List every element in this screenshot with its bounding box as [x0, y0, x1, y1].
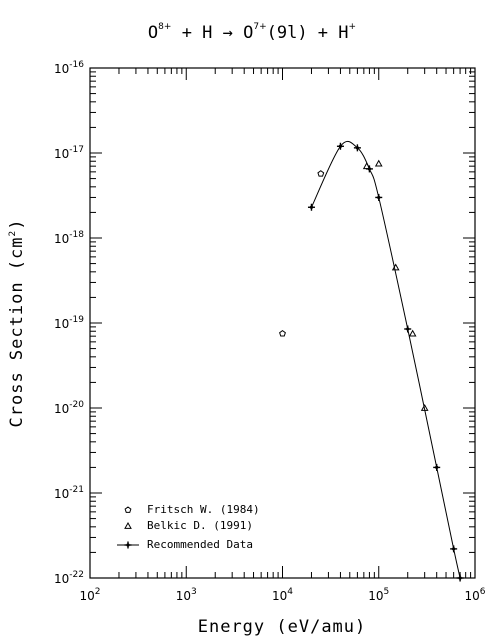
cross-marker [365, 165, 373, 173]
triangle-marker [124, 521, 132, 529]
legend: Fritsch W. (1984) Belkic D. (1991) Recom… [117, 503, 260, 551]
x-tick-label-base: 10 [176, 589, 191, 603]
triangle-marker [420, 403, 429, 411]
x-tick-label-base: 10 [464, 589, 479, 603]
title-part2: + H → O [171, 23, 253, 43]
x-tick-label-exp: 4 [287, 587, 293, 597]
y-tick-label-exp: -16 [69, 60, 84, 70]
y-tick-label: 10-21 [54, 485, 84, 501]
axis-ticks [89, 68, 475, 579]
plot-area-frame [89, 67, 476, 579]
legend-label-belkic: Belkic D. (1991) [147, 519, 253, 532]
y-tick-label-exp: -19 [69, 315, 84, 325]
x-tick-labels: 102 103 104 105 106 [79, 587, 485, 603]
x-tick-label: 106 [464, 587, 485, 603]
x-tick-label-base: 10 [79, 589, 94, 603]
y-tick-label-base: 10 [54, 232, 69, 246]
legend-label-fritsch: Fritsch W. (1984) [147, 503, 260, 516]
triangle-marker [408, 329, 417, 337]
x-tick-label: 102 [79, 587, 100, 603]
x-tick-label-exp: 6 [480, 587, 486, 597]
x-tick-label-exp: 5 [384, 587, 390, 597]
y-tick-label-exp: -22 [69, 570, 84, 580]
y-tick-label: 10-22 [54, 570, 84, 586]
cross-marker [456, 574, 464, 582]
legend-item-fritsch: Fritsch W. (1984) [124, 503, 260, 516]
triangle-marker [374, 159, 383, 167]
data-markers [279, 142, 464, 582]
pentagon-marker [124, 506, 132, 513]
chart-title: O8+ + H → O7+(9l) + H+ [148, 22, 356, 43]
title-sup3: + [349, 22, 357, 32]
y-tick-label: 10-19 [54, 315, 84, 331]
y-tick-label-exp: -17 [69, 145, 84, 155]
cross-marker [336, 142, 344, 150]
recommended-data-curve [311, 140, 461, 579]
cross-marker [124, 541, 132, 549]
pentagon-marker [279, 330, 286, 337]
cross-marker [404, 325, 412, 333]
y-axis-label-main: Cross Section (cm [7, 236, 27, 427]
y-tick-label: 10-18 [54, 230, 84, 246]
x-tick-label-base: 10 [368, 589, 383, 603]
x-tick-label: 104 [272, 587, 293, 603]
legend-symbol-triangle [124, 521, 132, 529]
y-tick-label-exp: -21 [69, 485, 84, 495]
x-tick-label-exp: 3 [191, 587, 197, 597]
cross-marker [450, 545, 458, 553]
legend-item-belkic: Belkic D. (1991) [124, 519, 253, 532]
x-tick-label-base: 10 [272, 589, 287, 603]
legend-symbol-cross-line [117, 541, 139, 549]
x-axis-label: Energy (eV/amu) [198, 617, 367, 637]
triangle-marker [391, 263, 400, 271]
title-part3: (9l) + H [267, 23, 349, 43]
y-tick-label-exp: -20 [69, 400, 84, 410]
y-tick-label-base: 10 [54, 62, 69, 76]
y-tick-label: 10-20 [54, 400, 84, 416]
x-tick-label: 103 [176, 587, 197, 603]
title-part1: O [148, 23, 158, 43]
cross-marker [433, 463, 441, 471]
title-sup2: 7+ [253, 22, 266, 32]
y-axis-label: Cross Section (cm2) [7, 219, 27, 428]
x-tick-label: 105 [368, 587, 389, 603]
legend-label-recommended: Recommended Data [147, 538, 253, 551]
y-tick-label-base: 10 [54, 402, 69, 416]
y-tick-label-base: 10 [54, 317, 69, 331]
cross-marker [375, 193, 383, 201]
y-tick-label-base: 10 [54, 487, 69, 501]
y-tick-label-base: 10 [54, 147, 69, 161]
x-tick-label-exp: 2 [95, 587, 101, 597]
legend-symbol-pentagon [124, 506, 132, 513]
pentagon-marker [317, 170, 325, 177]
title-sup1: 8+ [158, 22, 171, 32]
y-tick-label-base: 10 [54, 572, 69, 586]
cross-marker [353, 144, 361, 152]
chart-title-text: O8+ + H → O7+(9l) + H+ [148, 22, 356, 43]
y-tick-label-exp: -18 [69, 230, 84, 240]
cross-marker [307, 203, 315, 211]
y-tick-label: 10-17 [54, 145, 84, 161]
y-axis-label-sup: 2 [8, 230, 18, 237]
y-axis-label-end: ) [7, 219, 27, 230]
legend-item-recommended: Recommended Data [117, 538, 253, 551]
y-tick-label: 10-16 [54, 60, 84, 76]
